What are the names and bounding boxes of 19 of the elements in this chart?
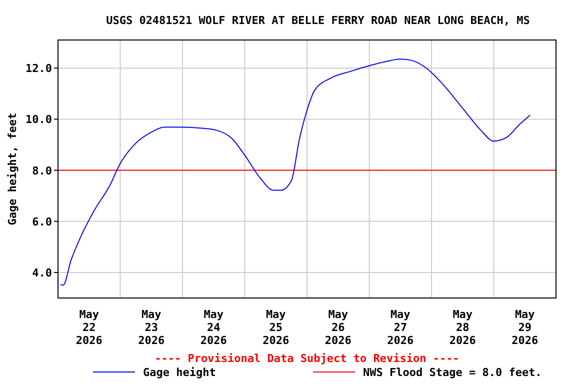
chart-title: USGS 02481521 WOLF RIVER AT BELLE FERRY ROAD NEAR LONG BEACH, MS [106, 14, 530, 27]
x-tick-label: May 23 2026 [138, 308, 165, 347]
y-axis-title: Gage height, feet [6, 112, 19, 226]
x-tick-label: May 22 2026 [76, 308, 103, 347]
x-tick-label: May 27 2026 [387, 308, 414, 347]
y-tick-label: 12.0 [26, 62, 52, 76]
text: ---- Provisional Data Subject to Revision ---- [154, 352, 460, 365]
legend-label: Gage height [143, 366, 216, 379]
y-tick-label: 6.0 [32, 215, 52, 228]
x-tick-label: May 24 2026 [200, 308, 228, 347]
legend-label: NWS Flood Stage = 8.0 feet. [363, 366, 542, 379]
x-tick-label: May 28 2026 [449, 308, 476, 347]
line-series [60, 58, 531, 286]
x-tick-label: May 29 2026 [512, 308, 538, 347]
y-tick-label: 4.0 [32, 266, 52, 280]
x-tick-label: May 25 2026 [262, 308, 290, 347]
x-tick-label: May 26 2026 [324, 308, 352, 347]
y-tick-label: 8.0 [32, 164, 52, 178]
y-tick-label: 10.0 [26, 113, 52, 126]
